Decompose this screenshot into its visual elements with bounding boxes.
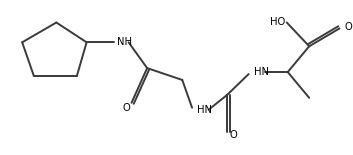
- Text: HO: HO: [270, 18, 286, 27]
- Text: O: O: [123, 103, 131, 113]
- Text: O: O: [345, 22, 352, 32]
- Text: HN: HN: [197, 105, 212, 115]
- Text: HN: HN: [253, 67, 269, 77]
- Text: NH: NH: [117, 37, 132, 47]
- Text: O: O: [229, 131, 237, 140]
